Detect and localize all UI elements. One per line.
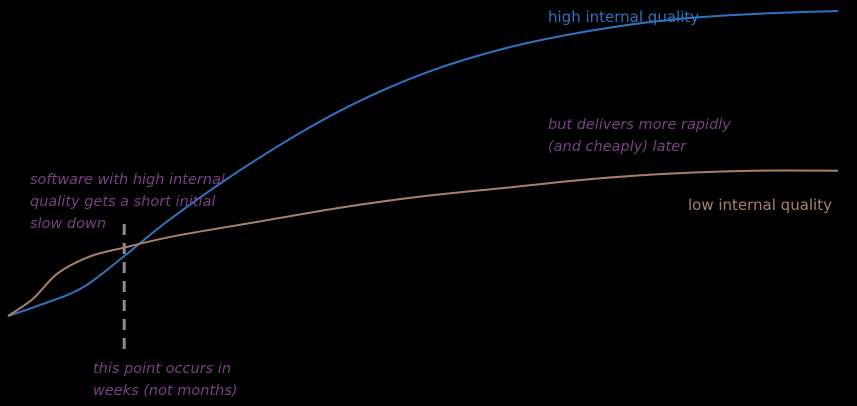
high-internal-quality-label: high internal quality [548, 8, 699, 26]
annotation-delivers-line-1: but delivers more rapidly [548, 117, 731, 133]
low-internal-quality-line [7, 169, 839, 317]
annotation-point-occurs: this point occurs in weeks (not months) [93, 361, 238, 399]
low-internal-quality-label: low internal quality [688, 196, 832, 214]
annotation-slow-down: software with high internal quality gets… [30, 172, 225, 232]
annotation-slow-down-line-2: quality gets a short initial [30, 194, 215, 210]
annotation-slow-down-line-3: slow down [30, 216, 106, 232]
high-internal-quality-line [7, 10, 839, 317]
annotation-slow-down-line-1: software with high internal [30, 172, 225, 188]
annotation-point-occurs-line-2: weeks (not months) [93, 383, 238, 399]
annotation-delivers: but delivers more rapidly (and cheaply) … [548, 117, 731, 155]
annotation-delivers-line-2: (and cheaply) later [548, 139, 687, 155]
annotation-point-occurs-line-1: this point occurs in [93, 361, 231, 377]
